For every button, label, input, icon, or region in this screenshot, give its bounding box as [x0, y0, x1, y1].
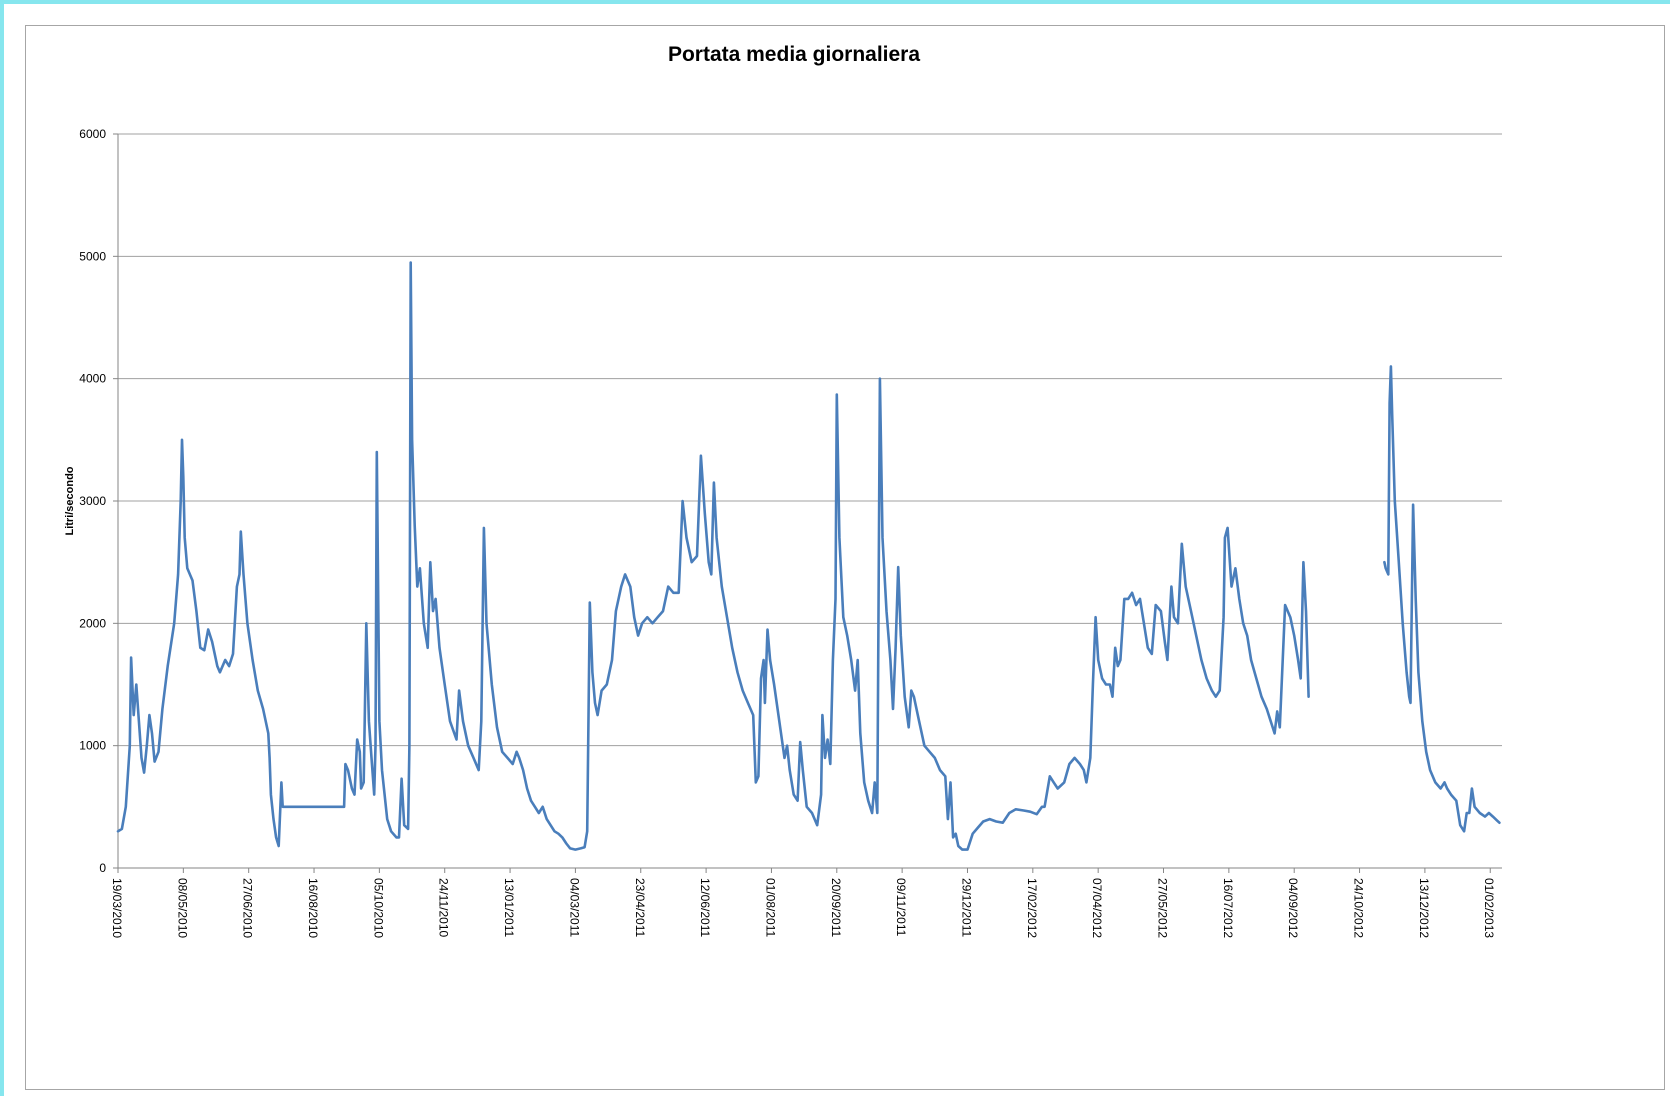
y-tick-label: 4000 — [79, 372, 106, 386]
x-tick-label: 13/12/2012 — [1417, 878, 1431, 938]
x-tick-label: 13/01/2011 — [502, 878, 516, 937]
y-tick-label: 1000 — [79, 739, 106, 753]
x-tick-label: 24/10/2012 — [1352, 878, 1366, 938]
grid-lines — [118, 133, 1502, 747]
y-tick-label: 5000 — [79, 249, 106, 263]
x-tick-label: 20/09/2011 — [829, 878, 843, 937]
y-tick-label: 3000 — [79, 494, 106, 508]
y-axis-label: Litri/secondo — [64, 466, 76, 535]
y-tick-label: 6000 — [79, 127, 106, 141]
chart-frame: Portata media giornaliera Litri/secondo … — [25, 25, 1665, 1090]
x-tick-label: 07/04/2012 — [1090, 878, 1104, 938]
x-tick-label: 08/05/2010 — [175, 878, 189, 938]
x-tick-label: 12/06/2011 — [698, 878, 712, 937]
x-tick-label: 24/11/2010 — [437, 878, 451, 937]
x-tick-label: 04/09/2012 — [1286, 878, 1300, 938]
x-tick-label: 09/11/2011 — [894, 878, 908, 937]
x-tick-label: 23/04/2011 — [633, 878, 647, 937]
x-tick-label: 16/08/2010 — [306, 878, 320, 938]
x-tick-label: 05/10/2010 — [371, 878, 385, 938]
x-tick-label: 19/03/2010 — [110, 878, 124, 938]
x-tick-label: 29/12/2011 — [959, 878, 973, 937]
series-line — [116, 261, 1310, 851]
x-tick-label: 04/03/2011 — [567, 878, 581, 937]
x-tick-label: 17/02/2012 — [1025, 878, 1039, 938]
x-tick-label: 01/02/2013 — [1482, 878, 1496, 938]
y-tick-label: 2000 — [79, 616, 106, 630]
x-tick-label: 01/08/2011 — [763, 878, 777, 937]
chart-title: Portata media giornaliera — [668, 43, 920, 66]
axes: 0 1000 2000 3000 4000 5000 6000 19/03/2010 08/05… — [79, 127, 1502, 938]
series-lines — [116, 261, 1501, 851]
x-tick-label: 16/07/2012 — [1221, 878, 1235, 938]
x-tick-label: 27/06/2010 — [241, 878, 255, 938]
y-tick-label: 0 — [99, 861, 106, 875]
line-chart: Portata media giornaliera Litri/secondo … — [64, 43, 1502, 938]
series-line — [1383, 365, 1501, 833]
x-tick-label: 27/05/2012 — [1156, 878, 1170, 938]
